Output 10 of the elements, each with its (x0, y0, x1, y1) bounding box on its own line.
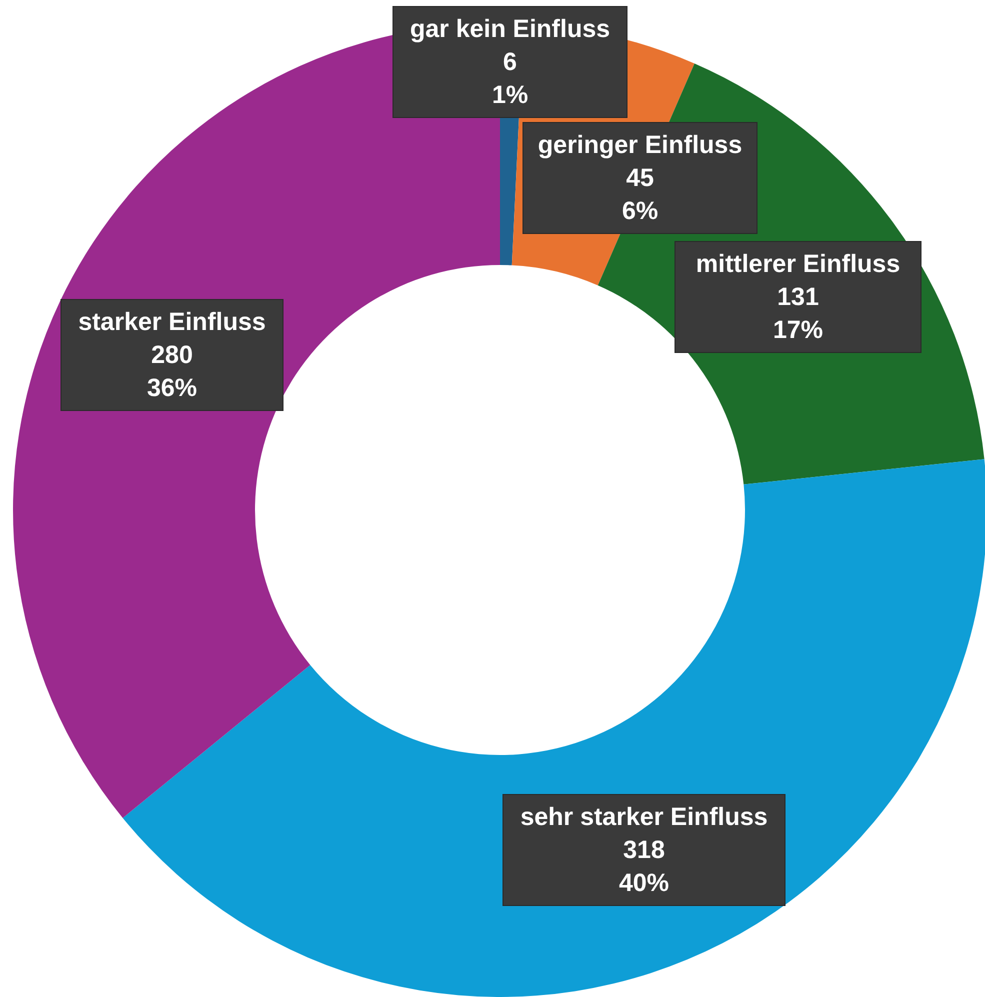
data-label: 45 6% (622, 164, 658, 225)
slice-label: sehr starker Einfluss (520, 803, 768, 831)
data-label: 6 1% (492, 48, 528, 109)
data-label: 280 36% (146, 341, 198, 402)
data-label: 318 40% (618, 836, 670, 897)
slice-label: geringer Einfluss (538, 131, 742, 159)
data-label: 131 17% (772, 283, 824, 344)
slice-label: starker Einfluss (78, 308, 266, 336)
slice-label: gar kein Einfluss (410, 15, 610, 43)
slice-label: mittlerer Einfluss (696, 250, 900, 278)
